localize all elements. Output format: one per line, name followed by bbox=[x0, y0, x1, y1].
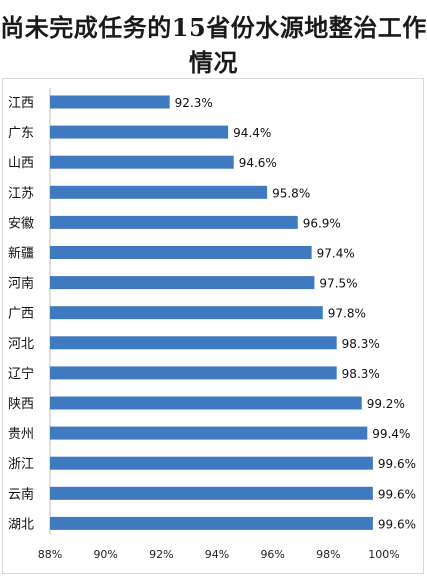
data-label: 94.4% bbox=[233, 126, 271, 140]
bar bbox=[50, 95, 170, 109]
category-label: 新疆 bbox=[8, 246, 34, 262]
category-label: 山西 bbox=[8, 156, 34, 171]
bar bbox=[50, 246, 312, 259]
category-label: 陕西 bbox=[8, 397, 34, 412]
x-tick-label: 92% bbox=[149, 548, 173, 561]
bar bbox=[50, 155, 234, 169]
bar bbox=[50, 516, 373, 530]
x-tick-label: 90% bbox=[93, 548, 117, 561]
x-tick-label: 88% bbox=[38, 548, 62, 561]
data-label: 98.3% bbox=[342, 367, 380, 381]
bar bbox=[50, 336, 337, 350]
category-label: 江苏 bbox=[8, 185, 34, 201]
bar bbox=[50, 456, 373, 470]
category-label: 广东 bbox=[8, 126, 34, 141]
bar bbox=[50, 366, 337, 380]
bar bbox=[50, 215, 298, 229]
category-label: 浙江 bbox=[8, 457, 34, 472]
chart-title: 尚未完成任务的15省份水源地整治工作情况 bbox=[0, 13, 427, 77]
x-tick-label: 100% bbox=[368, 548, 399, 561]
data-label: 97.4% bbox=[317, 247, 355, 261]
x-tick-label: 96% bbox=[260, 548, 284, 561]
category-label: 云南 bbox=[8, 486, 34, 502]
bar bbox=[50, 125, 229, 139]
bar bbox=[50, 185, 268, 199]
category-label: 河南 bbox=[8, 276, 34, 292]
category-label: 安徽 bbox=[8, 216, 34, 231]
chart-frame bbox=[2, 78, 424, 574]
data-label: 99.4% bbox=[372, 427, 410, 441]
category-label: 贵州 bbox=[8, 427, 34, 442]
data-label: 97.5% bbox=[319, 277, 357, 291]
category-label: 广西 bbox=[8, 307, 34, 322]
category-label: 湖北 bbox=[8, 517, 34, 532]
bar bbox=[50, 276, 315, 290]
x-tick-label: 98% bbox=[316, 548, 340, 561]
data-label: 95.8% bbox=[272, 186, 310, 200]
bar bbox=[50, 486, 373, 500]
data-label: 96.9% bbox=[303, 216, 341, 230]
data-label: 97.8% bbox=[328, 307, 366, 321]
category-label: 江西 bbox=[8, 96, 34, 111]
bar bbox=[50, 306, 323, 320]
category-label: 河北 bbox=[8, 337, 34, 352]
data-label: 99.6% bbox=[378, 487, 416, 501]
data-label: 99.2% bbox=[367, 397, 405, 411]
data-label: 92.3% bbox=[175, 96, 213, 110]
bar bbox=[50, 396, 362, 410]
bar bbox=[50, 426, 368, 440]
data-label: 94.6% bbox=[239, 156, 277, 170]
data-label: 98.3% bbox=[342, 337, 380, 351]
x-tick-label: 94% bbox=[205, 548, 229, 561]
data-label: 99.6% bbox=[378, 517, 416, 531]
category-label: 辽宁 bbox=[8, 366, 34, 382]
data-label: 99.6% bbox=[378, 457, 416, 471]
